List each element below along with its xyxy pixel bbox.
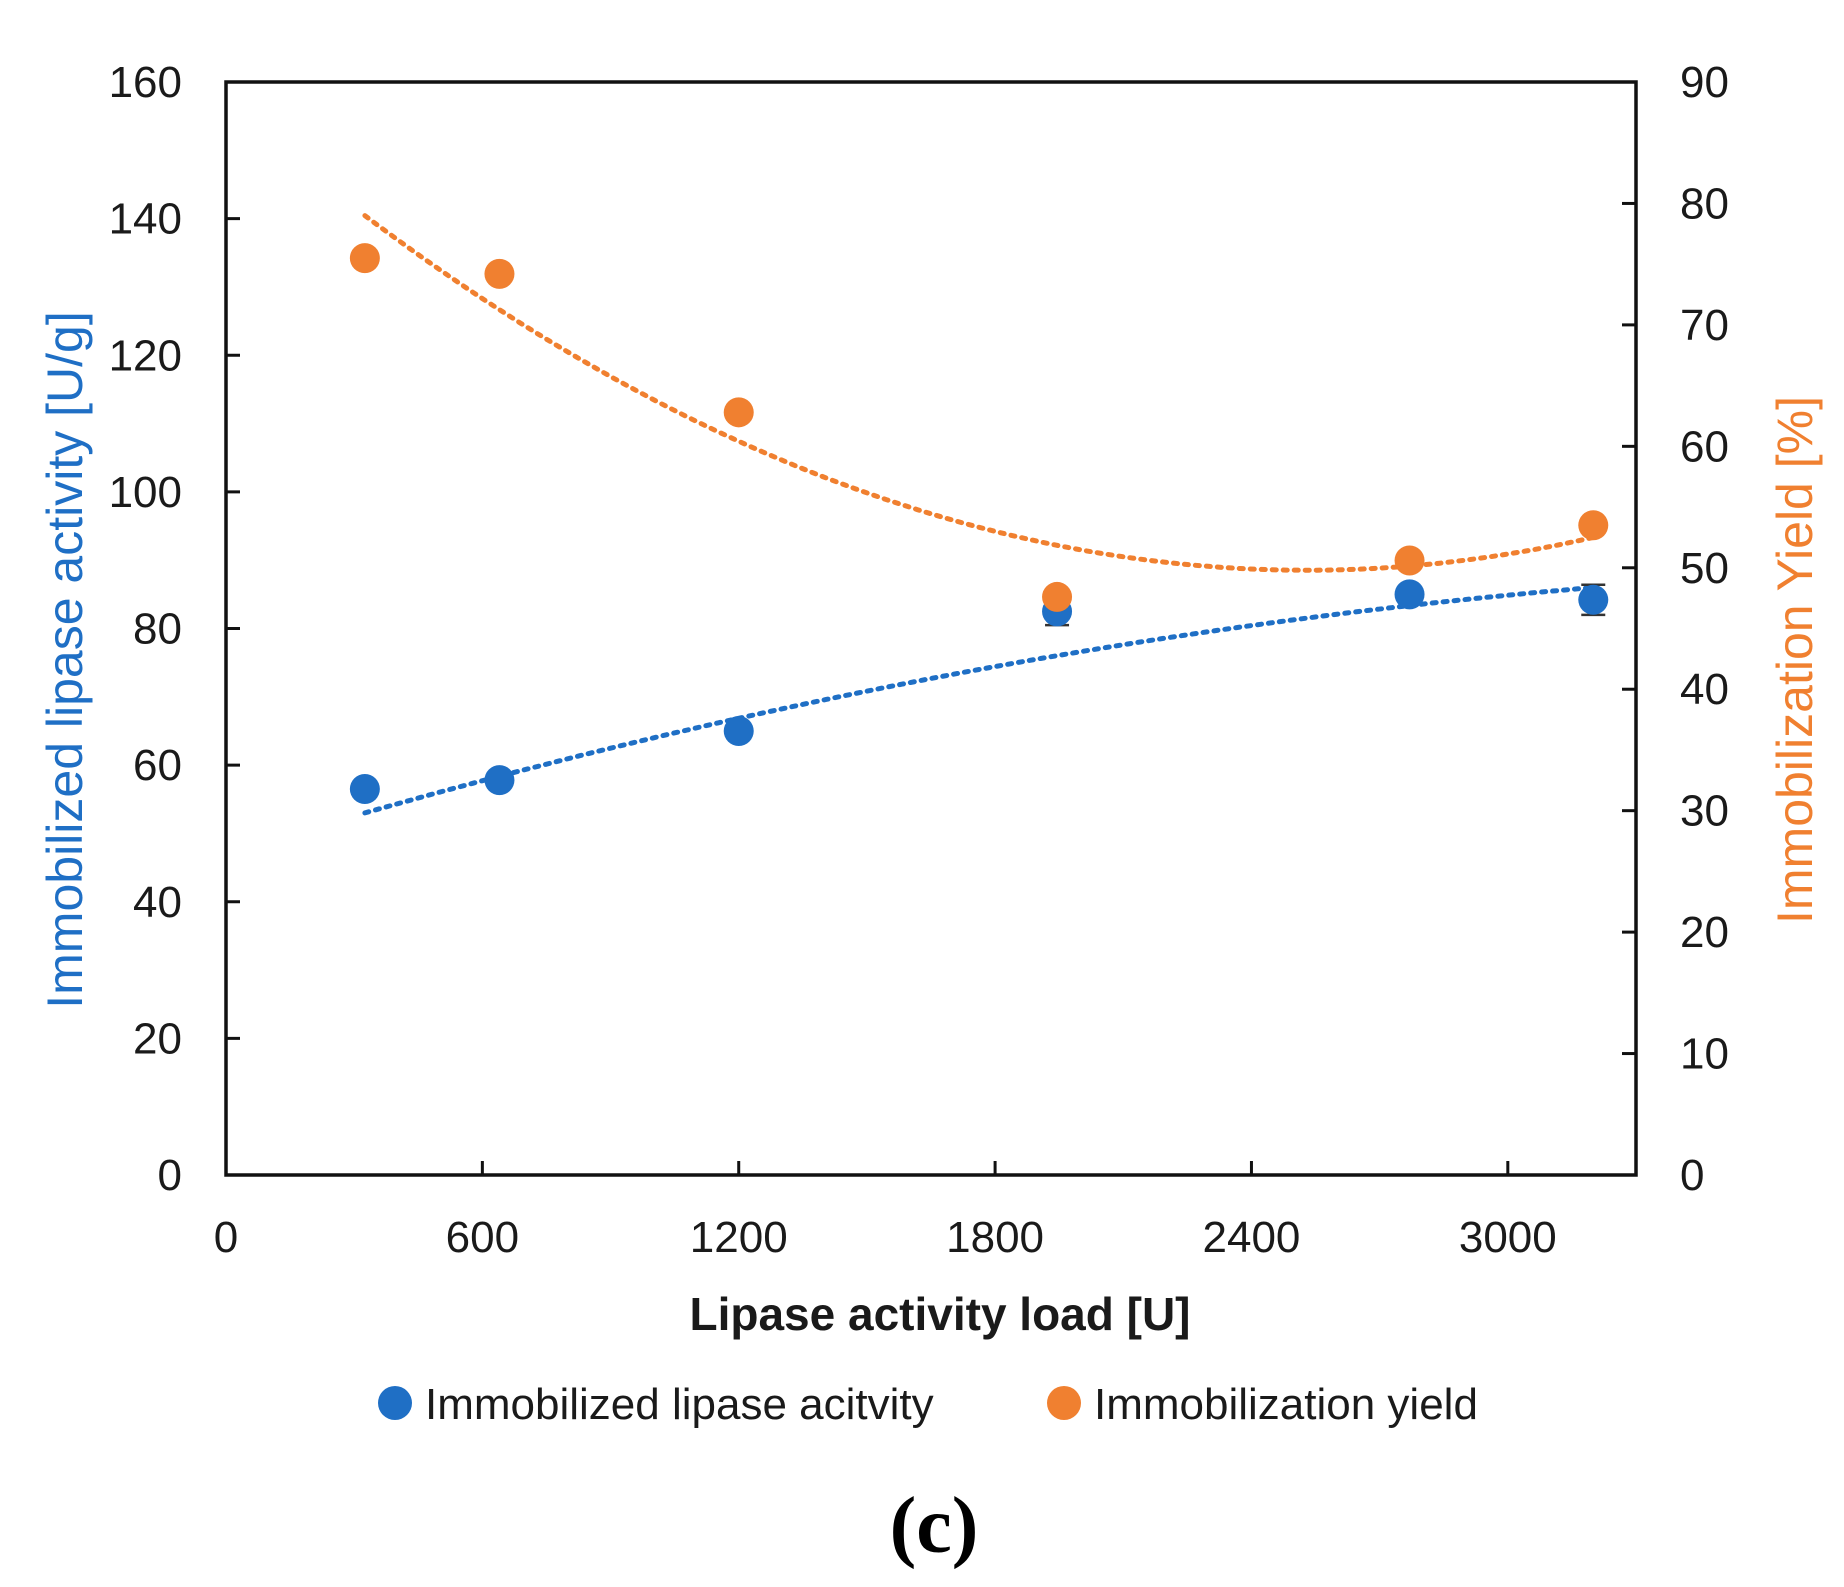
point-yield [484,258,515,289]
x-tick-label: 1800 [946,1213,1044,1262]
y-right-tick-label: 0 [1680,1151,1704,1200]
data-points [349,243,1609,805]
panel-label: (c) [890,1482,979,1570]
axes: 0 600 1200 1800 2400 300002040608010012014016… [109,58,1729,1262]
trendline-activity [362,585,1596,816]
x-tick-label: 0 [214,1213,238,1262]
plot-frame [224,80,1638,1177]
y-left-tick-label: 60 [133,741,182,790]
y-left-tick-label: 0 [158,1151,182,1200]
point-activity [484,765,515,796]
legend-label-activity: Immobilized lipase acitvity [425,1380,934,1429]
y-left-tick-label: 160 [109,58,182,107]
point-yield [1394,545,1425,576]
y-right-tick-label: 40 [1680,665,1729,714]
x-tick-label: 2400 [1203,1213,1301,1262]
y-right-tick-label: 60 [1680,422,1729,471]
y-axis-right-title: Immobilization Yield [%] [1767,396,1823,924]
x-axis-title: Lipase activity load [U] [689,1288,1190,1340]
trendline-yield [362,213,1596,573]
y-right-tick-label: 80 [1680,179,1729,228]
point-activity [349,774,380,805]
legend-marker-activity [378,1386,412,1420]
y-right-tick-label: 90 [1680,58,1729,107]
error-bars [352,249,1606,796]
trendlines [362,213,1596,816]
y-left-tick-label: 120 [109,331,182,380]
y-left-tick-label: 80 [133,605,182,654]
x-tick-label: 600 [446,1213,519,1262]
x-tick-label: 3000 [1459,1213,1557,1262]
y-right-tick-label: 70 [1680,301,1729,350]
legend-label-yield: Immobilization yield [1094,1380,1478,1429]
x-tick-label: 1200 [690,1213,788,1262]
y-left-tick-label: 40 [133,878,182,927]
legend-marker-yield [1047,1386,1081,1420]
y-left-tick-label: 140 [109,195,182,244]
point-activity [723,715,754,746]
point-activity [1394,579,1425,610]
legend: Immobilized lipase acitvity Immobilizati… [378,1380,1478,1429]
point-activity [1578,584,1609,615]
point-yield [1578,510,1609,541]
point-yield [1042,581,1073,612]
y-axis-left-title: Immobilized lipase activity [U/g] [37,311,93,1008]
point-yield [723,397,754,428]
y-right-tick-label: 30 [1680,787,1729,836]
y-right-tick-label: 20 [1680,908,1729,957]
y-right-tick-label: 50 [1680,544,1729,593]
y-right-tick-label: 10 [1680,1030,1729,1079]
point-yield [349,243,380,274]
y-left-tick-label: 20 [133,1014,182,1063]
y-left-tick-label: 100 [109,468,182,517]
